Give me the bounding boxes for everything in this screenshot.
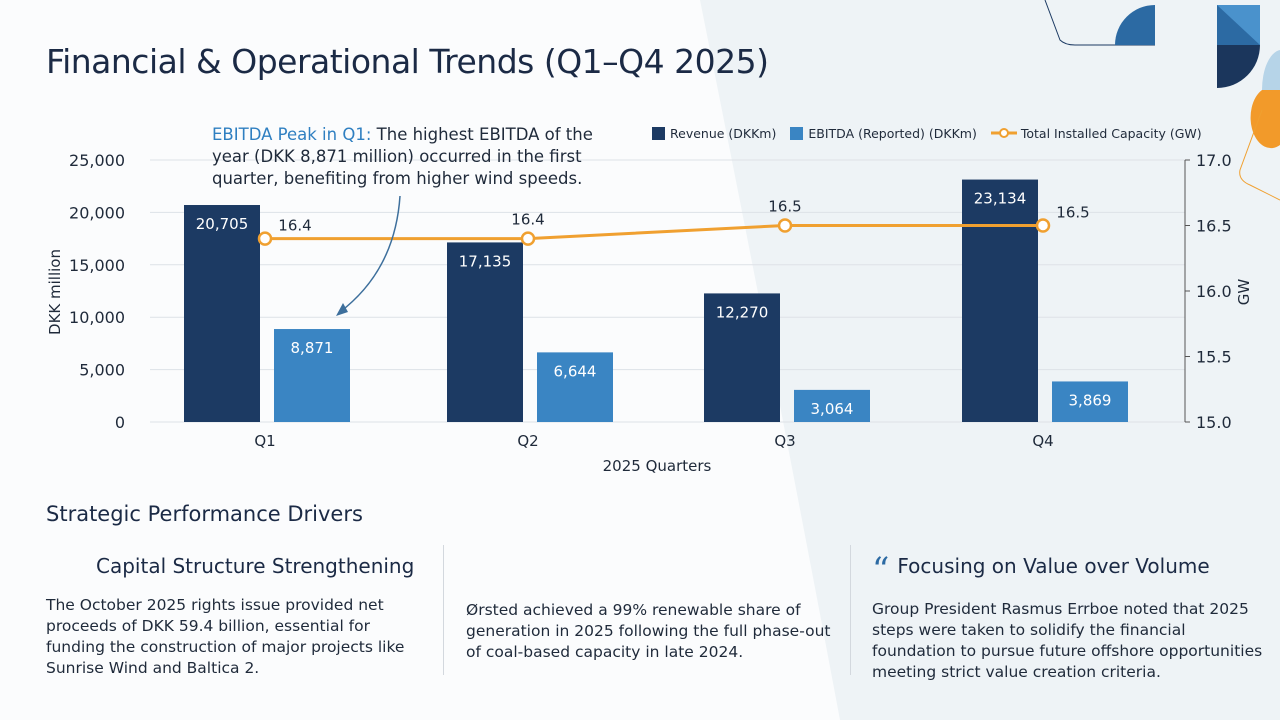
capacity-point (1035, 218, 1051, 233)
driver-heading: “Focusing on Value over Volume (872, 550, 1210, 590)
ebitda-data-label: 6,644 (554, 362, 597, 380)
capacity-point (520, 231, 536, 246)
x-axis-label: 2025 Quarters (603, 457, 712, 475)
chart-annotation: EBITDA Peak in Q1: The highest EBITDA of… (212, 124, 612, 190)
revenue-bar (704, 293, 780, 422)
ebitda-data-label: 3,869 (1069, 391, 1112, 409)
capacity-data-label: 16.5 (768, 198, 801, 216)
revenue-data-label: 17,135 (459, 252, 512, 270)
capacity-point (777, 218, 793, 233)
legend-ebitda: EBITDA (Reported) (DKKm) (790, 126, 977, 141)
page-title: Financial & Operational Trends (Q1–Q4 20… (46, 42, 769, 81)
annotation-text: The highest EBITDA of the year (DKK 8,87… (212, 125, 593, 188)
revenue-bar (184, 205, 260, 422)
y-tick-label: 20,000 (69, 203, 125, 222)
revenue-bar (447, 242, 523, 422)
capacity-data-label: 16.4 (511, 211, 544, 229)
capacity-point (257, 231, 273, 246)
y2-tick-label: 15.5 (1196, 348, 1232, 367)
quote-icon: “ (872, 550, 890, 590)
driver-heading (466, 556, 836, 582)
section-title: Strategic Performance Drivers (46, 502, 363, 526)
capacity-data-label: 16.5 (1056, 204, 1089, 222)
annotation-arrow (339, 195, 401, 313)
driver-text: The October 2025 rights issue provided n… (46, 596, 405, 677)
y-tick-label: 10,000 (69, 308, 125, 327)
y-tick-label: 25,000 (69, 151, 125, 170)
capacity-line (265, 224, 1043, 241)
driver-text: Ørsted achieved a 99% renewable share of… (466, 601, 831, 661)
driver-renewable-share: Ørsted achieved a 99% renewable share of… (466, 556, 836, 663)
revenue-data-label: 20,705 (196, 215, 249, 233)
driver-value-over-volume: “Focusing on Value over Volume Group Pre… (872, 550, 1267, 683)
y2-axis-label: GW (1235, 279, 1253, 306)
ebitda-bar (1052, 381, 1128, 422)
y-tick-label: 5,000 (79, 361, 125, 380)
legend-capacity: Total Installed Capacity (GW) (990, 126, 1202, 141)
x-tick-label: Q4 (1032, 432, 1053, 450)
capacity-data-label: 16.4 (278, 217, 311, 235)
y2-tick-label: 15.0 (1196, 413, 1232, 432)
revenue-data-label: 12,270 (716, 303, 769, 321)
driver-text: Group President Rasmus Errboe noted that… (872, 600, 1263, 681)
ebitda-bar (794, 389, 870, 422)
chart-legend: Revenue (DKKm) EBITDA (Reported) (DKKm) … (652, 126, 1202, 141)
y2-tick-label: 16.0 (1196, 282, 1232, 301)
x-tick-label: Q2 (517, 432, 538, 450)
y-tick-label: 0 (115, 413, 125, 432)
ebitda-bar (274, 329, 350, 422)
ebitda-bar (537, 352, 613, 422)
divider (850, 545, 851, 675)
x-tick-label: Q1 (254, 432, 275, 450)
y2-tick-label: 17.0 (1196, 151, 1232, 170)
ebitda-data-label: 8,871 (291, 339, 334, 357)
revenue-data-label: 23,134 (974, 190, 1027, 208)
y2-tick-label: 16.5 (1196, 217, 1232, 236)
chart: 0 5,000 10,000 15,000 20,000 25,000 15.0 15.5 16… (46, 151, 1253, 475)
driver-capital-structure: Capital Structure Strengthening The Octo… (46, 556, 426, 679)
divider (443, 545, 444, 675)
x-tick-label: Q3 (774, 432, 795, 450)
revenue-bar (962, 179, 1038, 422)
driver-heading: Capital Structure Strengthening (96, 554, 415, 578)
annotation-arrowhead (336, 303, 348, 316)
y-axis-label: DKK million (46, 249, 64, 335)
y-tick-label: 15,000 (69, 256, 125, 275)
annotation-highlight: EBITDA Peak in Q1: (212, 125, 372, 144)
legend-revenue: Revenue (DKKm) (652, 126, 776, 141)
ebitda-data-label: 3,064 (811, 400, 854, 418)
